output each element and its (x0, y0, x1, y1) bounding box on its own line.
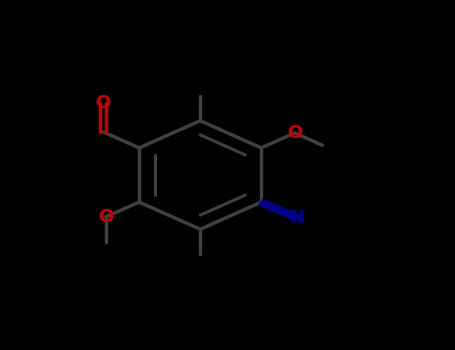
Text: O: O (287, 124, 303, 142)
Text: O: O (98, 208, 113, 226)
Text: N: N (289, 209, 304, 227)
Text: O: O (95, 94, 111, 112)
